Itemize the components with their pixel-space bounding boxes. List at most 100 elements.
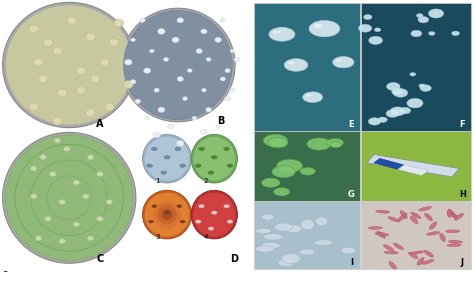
Ellipse shape — [368, 118, 381, 125]
Ellipse shape — [38, 75, 48, 83]
Text: J: J — [461, 259, 464, 268]
Circle shape — [211, 156, 217, 159]
Circle shape — [149, 220, 154, 223]
Ellipse shape — [386, 82, 400, 90]
Ellipse shape — [277, 159, 302, 172]
Ellipse shape — [5, 135, 133, 261]
Ellipse shape — [377, 231, 385, 238]
Ellipse shape — [410, 216, 418, 224]
Ellipse shape — [168, 124, 174, 129]
Circle shape — [177, 205, 182, 208]
Ellipse shape — [400, 211, 407, 218]
Ellipse shape — [230, 49, 235, 53]
Ellipse shape — [157, 205, 177, 224]
Ellipse shape — [447, 209, 452, 217]
Ellipse shape — [97, 171, 103, 176]
Ellipse shape — [201, 29, 207, 34]
Bar — [254, 201, 360, 269]
Ellipse shape — [428, 9, 444, 18]
Ellipse shape — [390, 107, 405, 116]
Ellipse shape — [64, 146, 70, 151]
Ellipse shape — [336, 59, 342, 62]
Ellipse shape — [376, 210, 390, 213]
Ellipse shape — [278, 259, 294, 267]
Ellipse shape — [87, 155, 94, 160]
Ellipse shape — [145, 116, 149, 120]
Ellipse shape — [86, 33, 95, 41]
Ellipse shape — [176, 140, 184, 146]
Circle shape — [227, 220, 233, 223]
Ellipse shape — [143, 134, 191, 183]
Ellipse shape — [177, 76, 183, 81]
Ellipse shape — [43, 39, 53, 47]
Ellipse shape — [135, 99, 141, 104]
Ellipse shape — [2, 2, 136, 128]
Ellipse shape — [30, 194, 37, 199]
Ellipse shape — [274, 223, 292, 231]
Ellipse shape — [447, 212, 458, 218]
Ellipse shape — [206, 107, 211, 112]
Ellipse shape — [307, 138, 331, 150]
Ellipse shape — [114, 19, 124, 27]
Ellipse shape — [393, 243, 403, 250]
Circle shape — [180, 220, 185, 223]
Text: E: E — [348, 120, 354, 129]
Ellipse shape — [316, 217, 328, 226]
Ellipse shape — [446, 230, 460, 233]
Ellipse shape — [309, 21, 340, 37]
Ellipse shape — [172, 37, 179, 43]
Circle shape — [164, 211, 169, 214]
Ellipse shape — [40, 155, 46, 160]
Ellipse shape — [35, 236, 42, 241]
Bar — [254, 131, 360, 201]
Ellipse shape — [262, 214, 274, 220]
Ellipse shape — [440, 233, 446, 241]
Ellipse shape — [255, 228, 272, 234]
Ellipse shape — [82, 194, 89, 199]
Ellipse shape — [225, 69, 230, 72]
Text: 2: 2 — [204, 178, 208, 184]
Ellipse shape — [220, 19, 225, 22]
Ellipse shape — [393, 89, 408, 97]
Ellipse shape — [386, 110, 399, 117]
Ellipse shape — [67, 16, 76, 24]
Polygon shape — [374, 158, 403, 169]
Ellipse shape — [215, 37, 221, 42]
Text: G: G — [348, 190, 355, 199]
Ellipse shape — [314, 240, 333, 246]
Ellipse shape — [454, 213, 464, 220]
Ellipse shape — [206, 58, 211, 61]
Circle shape — [211, 211, 217, 214]
Text: C: C — [96, 254, 103, 264]
Ellipse shape — [87, 236, 94, 241]
Ellipse shape — [49, 171, 56, 176]
Ellipse shape — [284, 59, 308, 71]
Ellipse shape — [285, 225, 301, 233]
Ellipse shape — [59, 200, 65, 205]
Ellipse shape — [145, 136, 190, 181]
Ellipse shape — [187, 69, 192, 72]
Circle shape — [195, 220, 201, 223]
Ellipse shape — [154, 88, 159, 92]
Ellipse shape — [273, 188, 290, 196]
Ellipse shape — [410, 72, 416, 76]
Ellipse shape — [158, 107, 165, 112]
Ellipse shape — [425, 213, 432, 221]
Ellipse shape — [216, 125, 220, 128]
Ellipse shape — [161, 209, 173, 220]
Ellipse shape — [389, 262, 397, 269]
Ellipse shape — [452, 31, 459, 36]
Ellipse shape — [193, 136, 236, 181]
Text: 1: 1 — [155, 178, 160, 184]
Ellipse shape — [29, 103, 38, 111]
Ellipse shape — [140, 18, 145, 22]
Ellipse shape — [164, 58, 169, 61]
Ellipse shape — [153, 132, 160, 138]
Ellipse shape — [417, 257, 424, 265]
Circle shape — [208, 171, 214, 174]
Circle shape — [224, 205, 229, 208]
Ellipse shape — [73, 180, 80, 185]
Ellipse shape — [105, 103, 114, 111]
Ellipse shape — [269, 27, 295, 41]
Bar — [254, 3, 360, 131]
